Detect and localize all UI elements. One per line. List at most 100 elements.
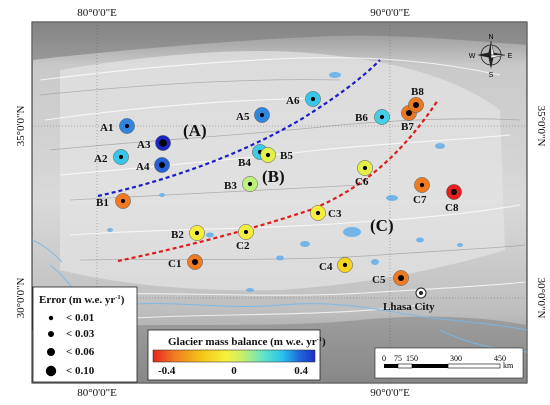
site-label: C5	[372, 274, 386, 286]
site-label: C1	[168, 258, 181, 270]
right-tick-label-2: 30°0'0"N	[535, 278, 547, 319]
site-b5: B5	[260, 147, 293, 163]
scale-tick-75: 75	[394, 354, 402, 363]
site-label: A2	[94, 153, 108, 165]
site-label: A1	[100, 122, 113, 134]
site-c3: C3	[310, 205, 342, 221]
site-a3: A3	[137, 135, 171, 151]
error-legend-item-2: < 0.03	[66, 328, 95, 340]
mass-balance-max-label: 0.4	[294, 365, 308, 377]
site-label: B1	[96, 197, 109, 209]
site-label: C2	[236, 240, 250, 252]
site-c8: C8	[445, 184, 462, 214]
site-error-dot	[194, 230, 200, 236]
site-error-dot	[118, 154, 124, 160]
site-error-dot	[159, 139, 167, 147]
site-label: B4	[238, 157, 251, 169]
site-b2: B2	[171, 225, 205, 241]
site-error-dot	[259, 112, 265, 118]
site-c7: C7	[413, 177, 430, 206]
site-label: A4	[136, 161, 150, 173]
site-error-dot	[310, 96, 316, 102]
bottom-tick-label-1: 80°0'0"E	[77, 387, 117, 399]
top-tick-label-1: 80°0'0"E	[77, 7, 117, 19]
site-error-dot	[120, 198, 126, 204]
region-label-a: (A)	[183, 121, 207, 140]
site-error-dot	[379, 114, 385, 120]
site-label: B8	[411, 86, 424, 98]
site-a6: A6	[286, 91, 321, 107]
site-c1: C1	[168, 254, 203, 270]
site-error-dot	[192, 259, 198, 265]
compass-w: W	[469, 53, 476, 60]
site-error-dot	[265, 152, 271, 158]
site-error-dot	[362, 165, 368, 171]
site-a2: A2	[94, 149, 129, 165]
site-label: B6	[355, 112, 368, 124]
site-b1: B1	[96, 193, 131, 209]
site-label: C8	[445, 202, 459, 214]
scale-tick-0: 0	[382, 354, 386, 363]
boundary-a-b	[97, 59, 381, 198]
site-label: B2	[171, 229, 184, 241]
site-error-dot	[342, 262, 348, 268]
site-error-dot	[413, 102, 419, 108]
left-tick-label-1: 35°0'0"N	[15, 106, 27, 147]
scale-bar: 0 75 150 300 450 km	[374, 347, 524, 379]
mass-balance-colorbar	[152, 349, 316, 363]
lhasa-city-marker	[415, 287, 427, 299]
error-legend-item-3: < 0.06	[66, 346, 95, 358]
error-legend-title: Error (m w.e. yr-1)	[39, 294, 125, 306]
lhasa-city-label: Lhasa City	[383, 301, 435, 313]
compass-e: E	[508, 53, 513, 60]
site-error-dot	[315, 210, 321, 216]
site-b3: B3	[224, 176, 258, 192]
right-tick-label-1: 35°0'0"N	[535, 106, 547, 147]
site-label: C3	[328, 208, 342, 220]
site-a4: A4	[136, 157, 170, 173]
site-b8: B8	[408, 86, 424, 113]
site-error-dot	[451, 189, 457, 195]
terrain-texture	[32, 22, 527, 383]
site-label: B3	[224, 180, 237, 192]
mass-balance-mid-label: 0	[231, 365, 237, 377]
site-error-dot	[247, 181, 253, 187]
site-error-dot	[159, 162, 165, 168]
site-c5: C5	[372, 270, 409, 286]
site-label: A6	[286, 95, 300, 107]
scale-tick-150: 150	[406, 354, 418, 363]
site-a1: A1	[100, 118, 135, 134]
mass-balance-legend-title: Glacier mass balance (m w.e. yr-1)	[168, 336, 326, 348]
site-error-dot	[398, 275, 404, 281]
mass-balance-legend: Glacier mass balance (m w.e. yr-1) -0.4 …	[147, 329, 326, 381]
region-label-c: (C)	[370, 216, 394, 235]
site-error-dot	[419, 182, 425, 188]
site-label: B7	[401, 121, 414, 133]
compass-n: N	[488, 34, 493, 41]
site-label: B5	[280, 150, 293, 162]
site-error-dot	[243, 229, 249, 235]
site-label: A5	[236, 111, 250, 123]
compass-s: S	[489, 72, 494, 79]
compass-rose: N S E W	[469, 34, 513, 79]
site-error-dot	[124, 123, 130, 129]
error-legend-item-4: < 0.10	[66, 365, 95, 377]
bottom-tick-label-2: 90°0'0"E	[370, 387, 410, 399]
site-error-dot	[406, 110, 412, 116]
site-a5: A5	[236, 107, 270, 123]
site-c6: C6	[355, 160, 373, 188]
boundary-b-c	[117, 99, 439, 263]
top-tick-label-2: 90°0'0"E	[370, 7, 410, 19]
site-label: C7	[413, 194, 427, 206]
site-label: C4	[319, 261, 333, 273]
mass-balance-min-label: -0.4	[158, 365, 176, 377]
site-c4: C4	[319, 257, 353, 273]
scale-tick-450: 450	[494, 354, 506, 363]
error-legend: Error (m w.e. yr-1) < 0.01 < 0.03 < 0.06…	[32, 286, 138, 383]
error-legend-item-1: < 0.01	[66, 312, 94, 324]
scale-unit: km	[503, 361, 514, 370]
site-b6: B6	[355, 109, 390, 125]
left-tick-label-2: 30°0'0"N	[15, 278, 27, 319]
